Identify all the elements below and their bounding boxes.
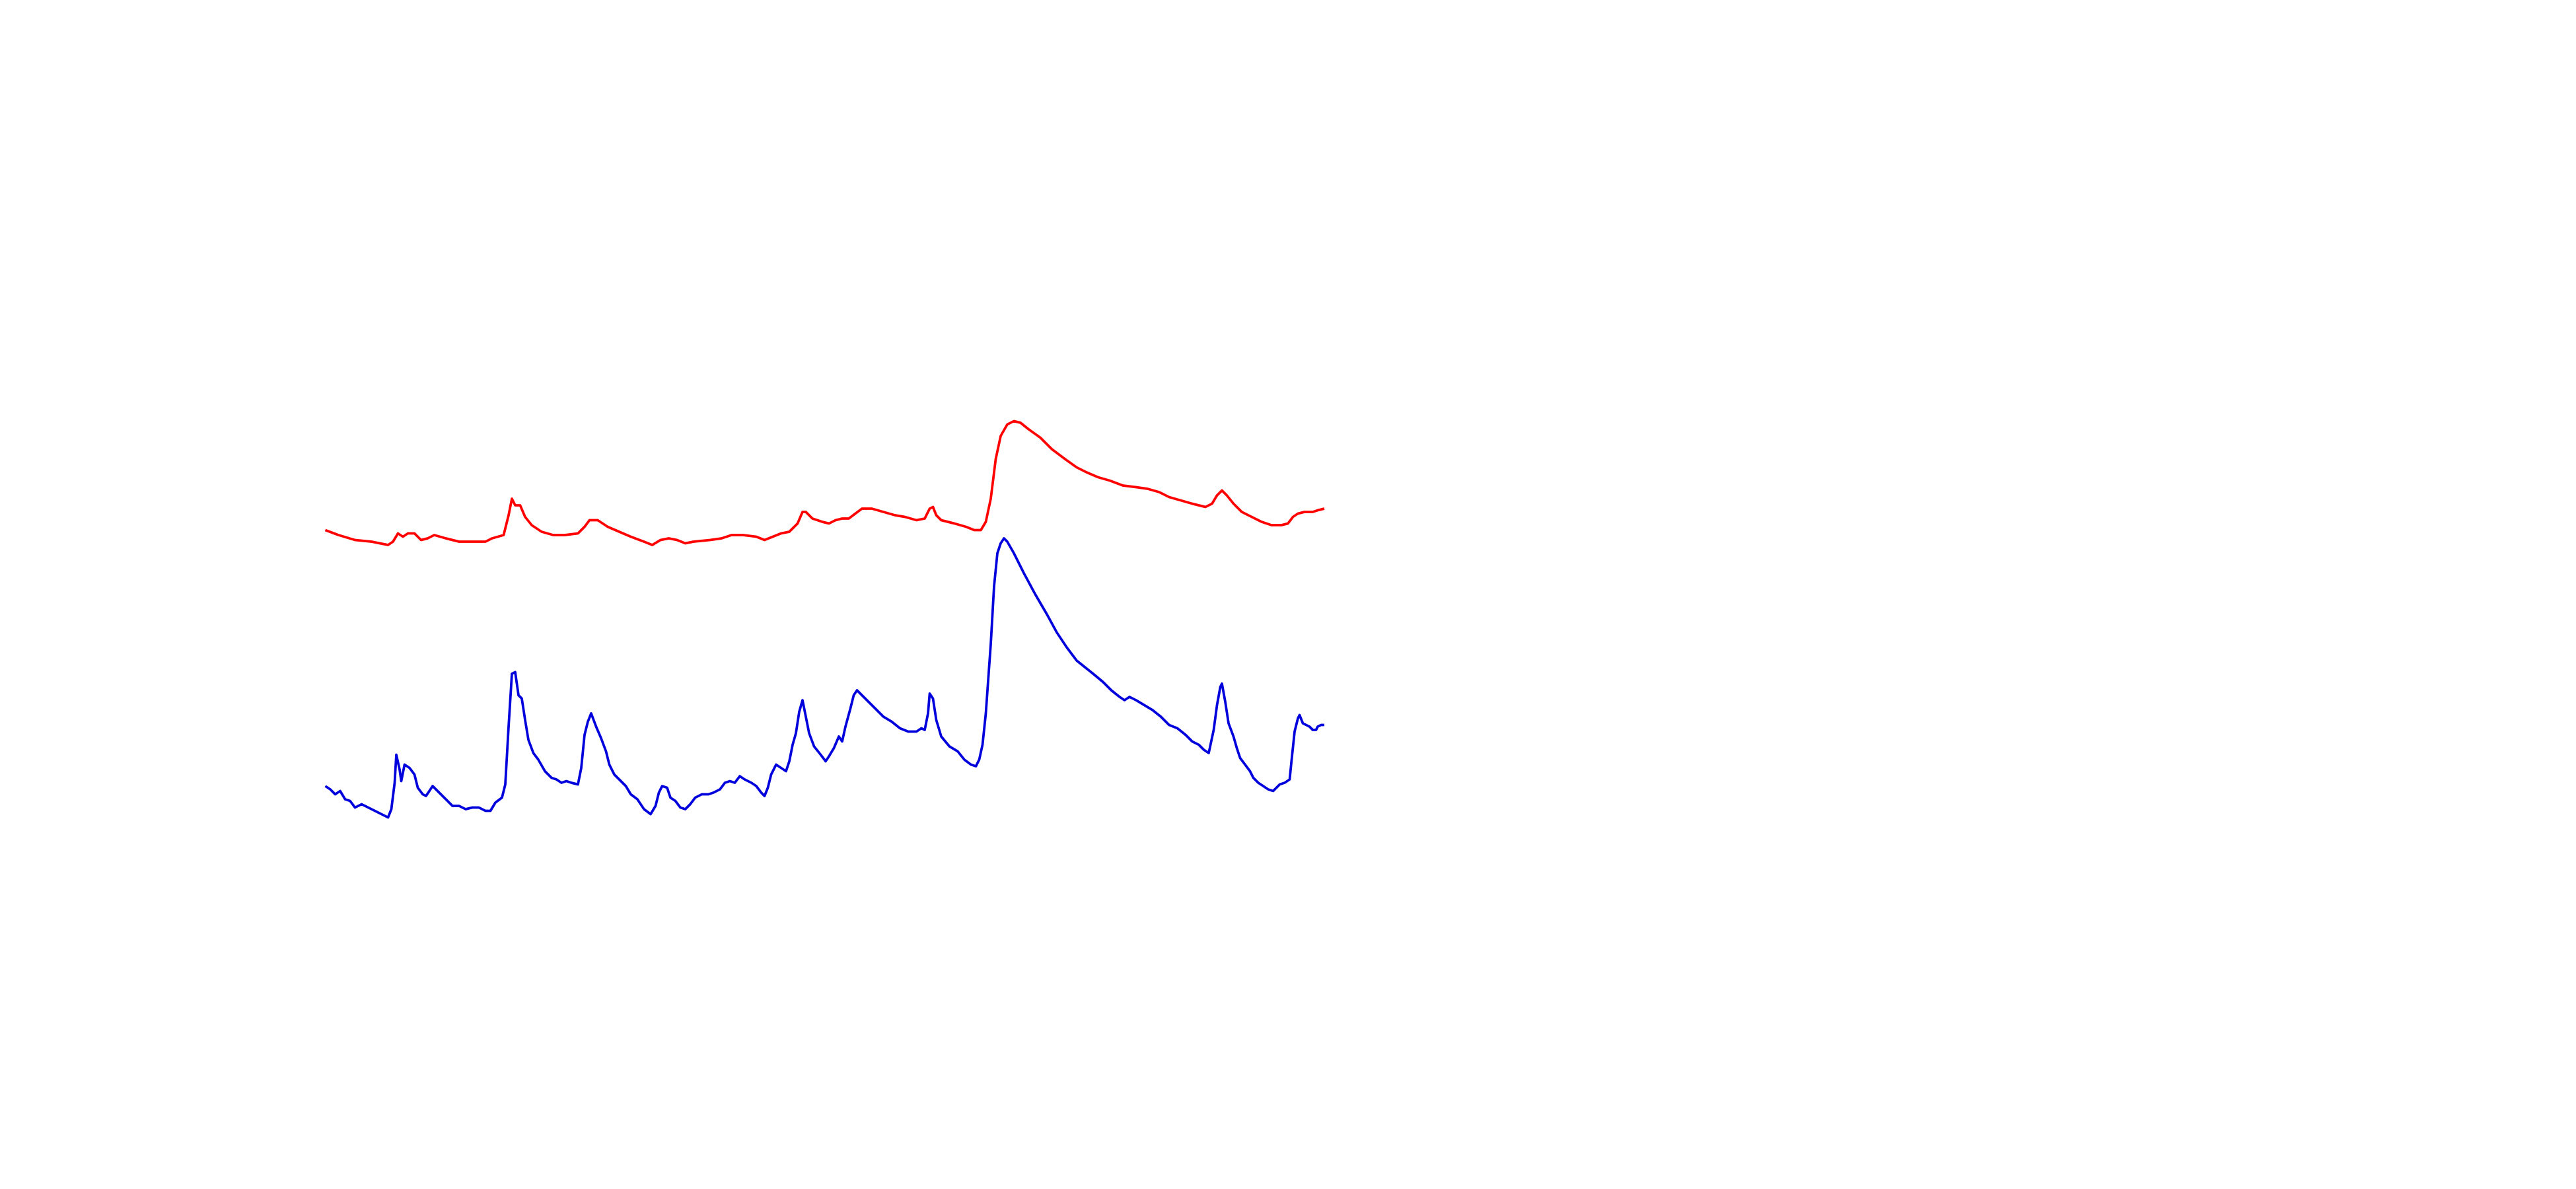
line xyxy=(324,419,1325,546)
line xyxy=(324,537,1324,819)
